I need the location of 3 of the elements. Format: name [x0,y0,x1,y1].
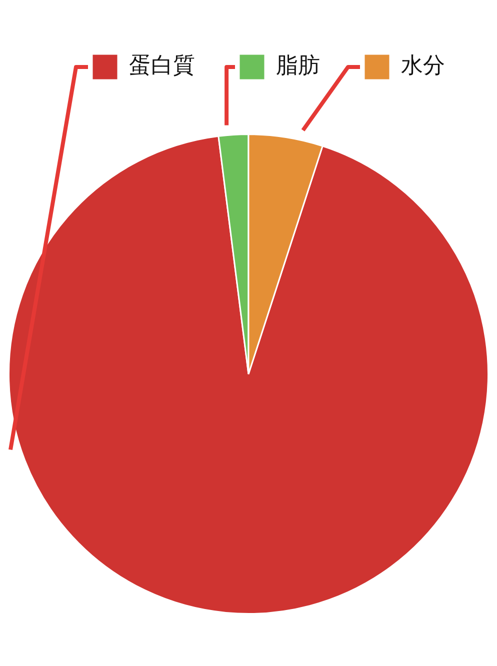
legend-label: 蛋白質 [129,54,195,79]
legend-label: 脂肪 [276,54,320,79]
legend-label: 水分 [401,54,445,79]
